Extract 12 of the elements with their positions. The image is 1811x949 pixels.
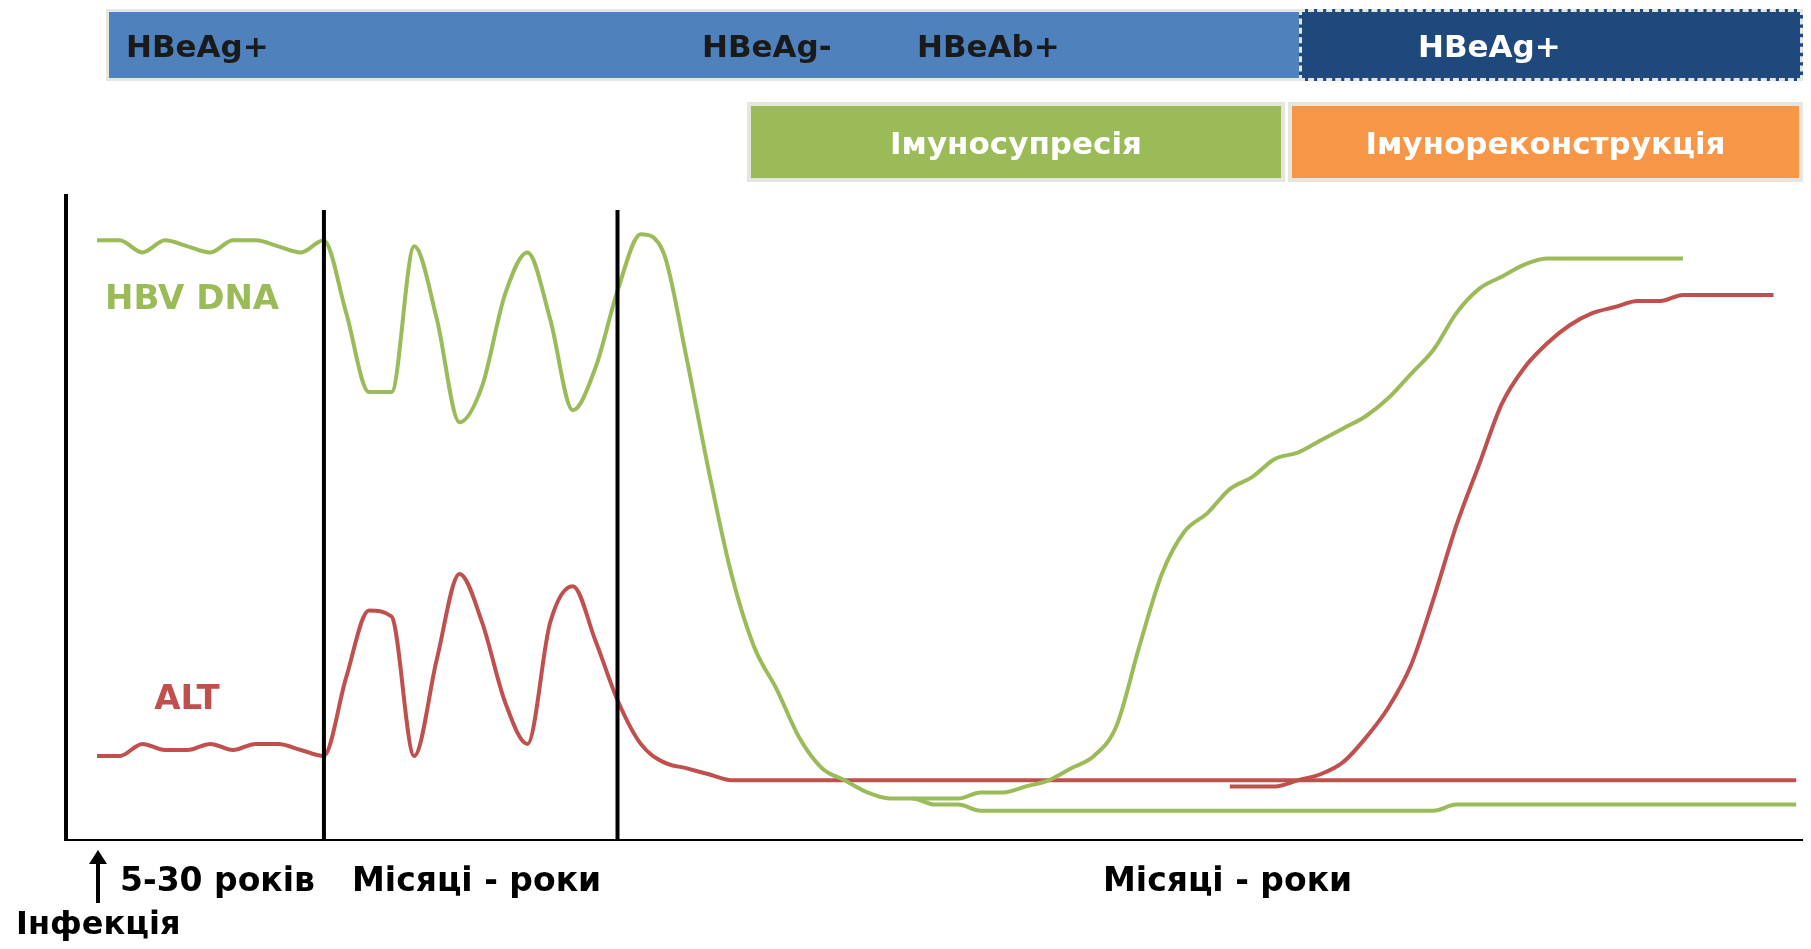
text: HBeAb+ — [917, 28, 1060, 64]
text: Імуносупресія — [889, 125, 1143, 161]
text: 5-30 років — [120, 860, 315, 899]
text: HBeAg+ — [126, 28, 269, 64]
text: HBeAg+ — [1418, 28, 1561, 64]
text: Імунореконструкція — [1364, 125, 1727, 161]
text: Місяці - роки — [1103, 860, 1353, 899]
text: Інфекція — [16, 904, 181, 942]
text: HBeAg- — [702, 28, 832, 64]
series-label: ALT — [154, 676, 221, 717]
series-label: HBV DNA — [105, 277, 280, 318]
text: Місяці - роки — [352, 860, 602, 899]
